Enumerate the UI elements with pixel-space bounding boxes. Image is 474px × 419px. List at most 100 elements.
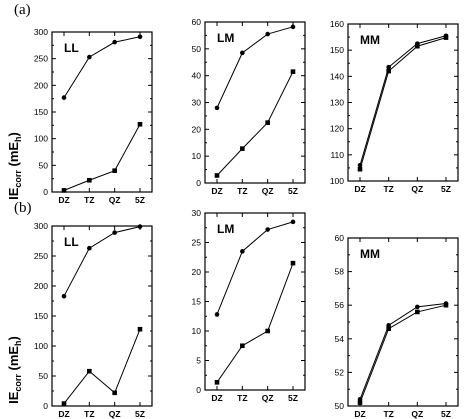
plot-frame	[347, 23, 459, 182]
data-point-circle	[290, 219, 296, 225]
y-tick-label: 10	[192, 151, 202, 161]
data-point-square	[137, 326, 143, 332]
y-tick-label: 160	[330, 19, 344, 29]
series-line	[63, 36, 141, 98]
y-label-main: IE	[6, 187, 21, 200]
data-point-circle	[214, 312, 220, 317]
data-point-circle	[415, 304, 420, 310]
x-tick-label: QZ	[109, 195, 121, 205]
data-point-circle	[137, 34, 143, 40]
plot-frame	[51, 31, 153, 193]
series-line	[216, 71, 294, 176]
y-label-unit-sub: h	[13, 340, 23, 346]
x-tick-label: 5Z	[441, 184, 451, 194]
data-point-square	[61, 188, 67, 193]
series-line	[63, 226, 141, 297]
x-tick-label: 5Z	[135, 195, 145, 205]
data-point-circle	[112, 39, 117, 45]
plot-frame	[51, 225, 153, 407]
data-point-square	[415, 43, 420, 49]
x-tick-label: TZ	[237, 393, 247, 403]
data-point-circle	[87, 245, 92, 251]
y-tick-label: 0	[43, 401, 48, 411]
x-tick-label: DZ	[354, 184, 365, 194]
y-tick-label: 120	[330, 124, 344, 134]
data-point-square	[87, 177, 92, 183]
series-line	[216, 221, 294, 315]
data-point-square	[87, 368, 92, 374]
plot-frame	[347, 237, 459, 407]
x-tick-label: QZ	[262, 393, 274, 403]
y-tick-label: 40	[192, 71, 202, 81]
y-tick-label: 58	[335, 267, 345, 277]
y-tick-label: 100	[330, 176, 344, 186]
row-label: (a)	[14, 2, 31, 18]
y-tick-label: 20	[192, 124, 202, 134]
x-tick-label: TZ	[237, 186, 247, 196]
y-axis-label-text: IEcorr (mEh)	[6, 132, 23, 200]
y-tick-label: 30	[192, 98, 202, 108]
data-point-square	[240, 146, 245, 151]
chart-panel: 100 110 120 130 140 150 160 DZ TZ QZ 5Z MM	[330, 19, 459, 194]
y-label-close: )	[6, 132, 21, 136]
y-axis-label: IEcorr (mEh)	[6, 336, 23, 404]
x-tick-label: TZ	[84, 195, 94, 205]
data-point-circle	[61, 293, 67, 299]
x-tick-label: TZ	[383, 409, 393, 419]
data-point-square	[290, 260, 296, 266]
data-point-circle	[61, 95, 67, 100]
data-point-square	[386, 326, 391, 332]
x-tick-label: QZ	[411, 184, 423, 194]
y-label-unit-sub: h	[13, 136, 23, 142]
data-point-square	[265, 328, 270, 334]
y-tick-label: 200	[34, 80, 48, 90]
data-point-circle	[265, 31, 270, 37]
data-point-circle	[265, 227, 270, 232]
y-tick-label: 100	[34, 341, 48, 351]
y-tick-label: 150	[34, 107, 48, 117]
series-line	[216, 26, 294, 109]
series-line	[359, 303, 447, 400]
data-point-square	[290, 69, 296, 74]
chart-panel: 0 50 100 150 200 250 300 DZ TZ QZ 5Z LL	[34, 27, 153, 205]
data-point-square	[265, 120, 270, 125]
data-point-square	[415, 309, 420, 315]
y-tick-label: 140	[330, 71, 344, 81]
chart-panel: 0 50 100 150 200 250 300 DZ TZ QZ 5Z LL	[34, 221, 153, 419]
y-label-unit: (mE	[6, 142, 21, 171]
y-tick-label: 0	[196, 385, 201, 395]
x-tick-label: 5Z	[135, 409, 145, 419]
data-point-square	[112, 168, 117, 173]
panel-label: MM	[360, 247, 380, 261]
panel-label: LM	[217, 31, 234, 45]
y-tick-label: 150	[34, 311, 48, 321]
data-point-square	[386, 68, 391, 74]
y-label-sub: corr	[13, 374, 23, 392]
panel-label: LL	[64, 235, 79, 249]
y-tick-label: 50	[39, 371, 49, 381]
y-axis-label: IEcorr (mEh)	[6, 132, 23, 200]
y-tick-label: 200	[34, 281, 48, 291]
chart-panel: 0 5 10 15 20 25 30 DZ TZ QZ 5Z LM	[192, 208, 306, 403]
y-tick-label: 56	[335, 300, 345, 310]
y-tick-label: 20	[192, 267, 202, 277]
y-tick-label: 25	[192, 238, 202, 248]
data-point-square	[137, 121, 143, 127]
y-tick-label: 30	[192, 208, 202, 218]
plot-frame	[204, 212, 306, 391]
data-point-square	[357, 166, 363, 172]
y-tick-label: 300	[34, 27, 48, 37]
data-point-circle	[87, 54, 92, 60]
x-tick-label: QZ	[411, 409, 423, 419]
data-point-square	[214, 380, 220, 385]
x-tick-label: DZ	[354, 409, 365, 419]
x-tick-label: DZ	[58, 195, 69, 205]
y-label-sub: corr	[13, 170, 23, 188]
panel-label: LM	[217, 222, 234, 236]
y-tick-label: 10	[192, 326, 202, 336]
panel-label: MM	[360, 33, 380, 47]
data-point-circle	[112, 230, 117, 235]
data-point-circle	[137, 224, 143, 229]
y-tick-label: 54	[335, 334, 345, 344]
